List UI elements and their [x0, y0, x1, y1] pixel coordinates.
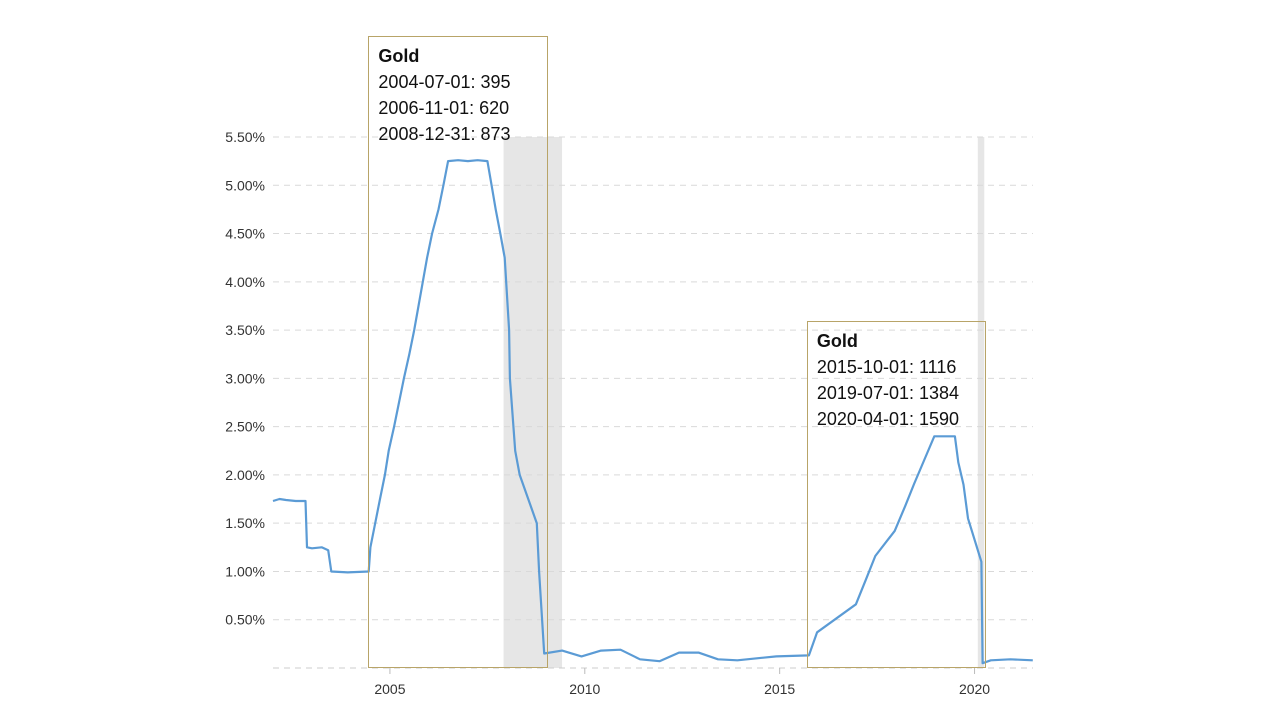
series-layer [272, 159, 1033, 665]
annotation-text: Gold 2004-07-01: 395 2006-11-01: 620 2008-1… [378, 43, 510, 147]
annotation-box: Gold 2015-10-01: 1116 2019-07-01: 1384 2020… [806, 321, 987, 668]
y-tick-label: 3.00% [225, 370, 265, 386]
recession-band [503, 137, 563, 668]
x-axis-ticks: 2005 2010 2015 2020 [374, 668, 990, 697]
y-tick-label: 3.50% [225, 322, 265, 338]
y-tick-label: 1.00% [225, 563, 265, 579]
annotation-line: 2020-04-01: 1590 [816, 409, 960, 429]
grid-lines [273, 136, 1033, 669]
annotation-line: 2004-07-01: 395 [378, 72, 511, 92]
x-tick-label: 2010 [569, 681, 600, 697]
annotation-box: Gold 2004-07-01: 395 2006-11-01: 620 2008-1… [368, 36, 548, 668]
annotation-line: 2015-10-01: 1116 [816, 357, 957, 377]
annotation-line: 2006-11-01: 620 [378, 98, 510, 118]
x-tick-label: 2005 [374, 681, 405, 697]
y-tick-label: 5.00% [225, 177, 265, 193]
series-line [272, 159, 1033, 665]
annotation-title: Gold [378, 46, 420, 66]
y-tick-label: 2.50% [225, 419, 265, 435]
y-tick-label: 4.00% [225, 274, 265, 290]
y-tick-label: 4.50% [225, 226, 265, 242]
x-tick-label: 2020 [959, 681, 990, 697]
y-tick-label: 5.50% [225, 129, 265, 145]
annotation-title: Gold [816, 331, 858, 351]
annotation-line: 2019-07-01: 1384 [816, 383, 960, 403]
recession-band [977, 137, 985, 668]
y-axis-ticks: 0.50% 1.00% 1.50% 2.00% 2.50% 3.00% 3.50% 4.00%… [225, 129, 265, 628]
annotation-line: 2008-12-31: 873 [378, 124, 511, 144]
x-tick-label: 2015 [764, 681, 795, 697]
y-tick-label: 1.50% [225, 515, 265, 531]
y-tick-label: 0.50% [225, 612, 265, 628]
annotation-text: Gold 2015-10-01: 1116 2019-07-01: 1384 2020… [817, 328, 959, 432]
y-tick-label: 2.00% [225, 467, 265, 483]
recession-bands [503, 137, 985, 668]
